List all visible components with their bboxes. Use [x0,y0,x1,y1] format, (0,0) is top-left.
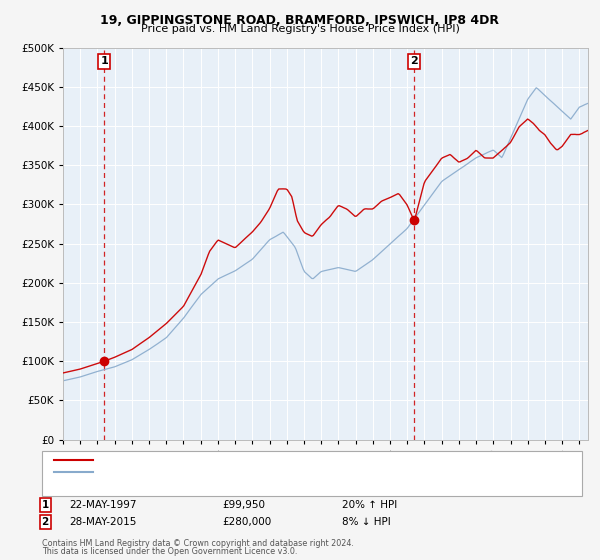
Text: Contains HM Land Registry data © Crown copyright and database right 2024.: Contains HM Land Registry data © Crown c… [42,539,354,548]
Text: 22-MAY-1997: 22-MAY-1997 [69,500,137,510]
Text: 2: 2 [41,517,49,527]
Text: This data is licensed under the Open Government Licence v3.0.: This data is licensed under the Open Gov… [42,547,298,556]
Text: 19, GIPPINGSTONE ROAD, BRAMFORD, IPSWICH, IP8 4DR (detached house): 19, GIPPINGSTONE ROAD, BRAMFORD, IPSWICH… [99,455,467,465]
Text: £99,950: £99,950 [222,500,265,510]
Text: £280,000: £280,000 [222,517,271,527]
Text: 1: 1 [41,500,49,510]
Text: 1: 1 [100,57,108,66]
Text: 28-MAY-2015: 28-MAY-2015 [69,517,136,527]
Text: 19, GIPPINGSTONE ROAD, BRAMFORD, IPSWICH, IP8 4DR: 19, GIPPINGSTONE ROAD, BRAMFORD, IPSWICH… [101,14,499,27]
Text: 20% ↑ HPI: 20% ↑ HPI [342,500,397,510]
Text: HPI: Average price, detached house, Mid Suffolk: HPI: Average price, detached house, Mid … [99,467,334,477]
Text: 2: 2 [410,57,418,66]
Text: Price paid vs. HM Land Registry's House Price Index (HPI): Price paid vs. HM Land Registry's House … [140,24,460,34]
Text: 8% ↓ HPI: 8% ↓ HPI [342,517,391,527]
